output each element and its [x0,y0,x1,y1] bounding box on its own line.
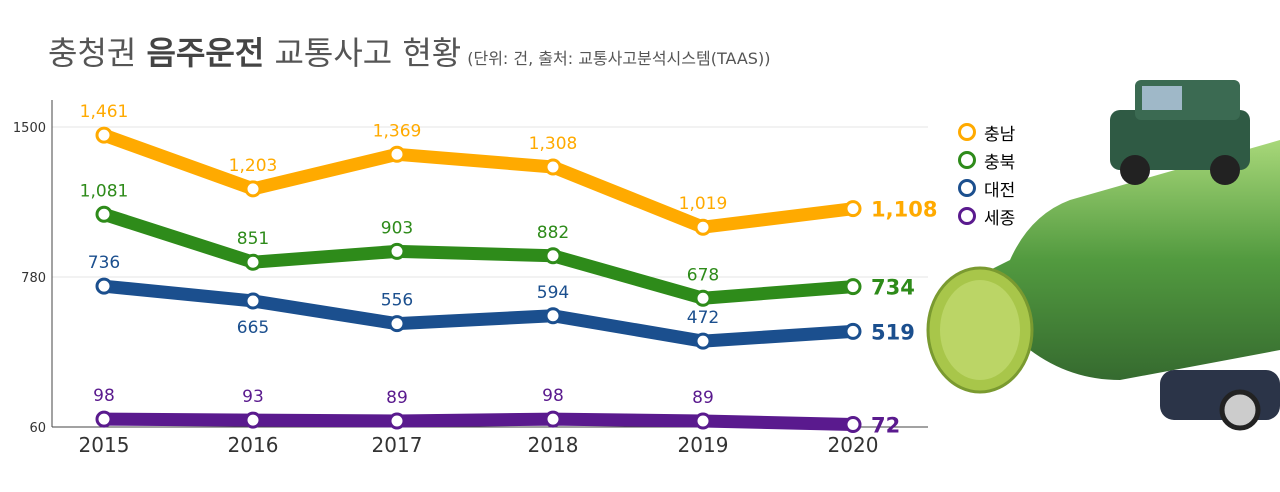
title-suffix: 교통사고 현황 [264,34,462,72]
y-tick-label: 60 [29,421,46,436]
data-point [244,292,262,310]
data-label: 594 [537,283,569,303]
y-tick-label: 780 [21,271,46,286]
data-point [694,412,712,430]
legend-item: 대전 [958,174,1015,202]
data-point [388,315,406,333]
data-point [544,410,562,428]
data-point [844,200,862,218]
data-point [694,289,712,307]
chart-title: 충청권 음주운전 교통사고 현황 (단위: 건, 출처: 교통사고분석시스템(TA… [48,28,770,74]
data-label: 89 [692,388,714,408]
title-bold: 음주운전 [146,34,265,72]
data-label: 472 [687,308,719,328]
data-label-last: 72 [871,414,900,438]
data-point [388,145,406,163]
x-tick-label: 2019 [678,433,729,457]
series-line-대전 [103,279,854,348]
data-label: 851 [237,229,269,249]
data-label: 903 [381,218,413,238]
data-label: 89 [386,388,408,408]
data-point [844,416,862,433]
data-point [388,412,406,430]
data-point [544,247,562,265]
data-label: 1,203 [229,156,278,176]
data-label-last: 519 [871,320,915,344]
data-label: 1,461 [80,102,129,122]
data-label: 736 [88,253,120,273]
data-label: 678 [687,265,719,285]
data-point [694,332,712,350]
legend-marker-icon [958,207,976,225]
y-tick-label: 1500 [13,121,46,136]
data-label: 98 [542,386,564,406]
x-tick-label: 2016 [228,433,279,457]
data-label: 882 [537,223,569,243]
data-point [95,277,113,295]
legend-label: 대전 [984,180,1016,201]
legend-label: 충남 [984,124,1016,145]
data-point [95,205,113,223]
series-line-세종 [103,412,854,431]
data-label: 1,081 [80,181,129,201]
data-label-last: 1,108 [871,198,937,222]
data-label: 93 [242,387,264,407]
data-point [244,411,262,429]
data-label: 1,369 [373,121,422,141]
legend-item: 충남 [958,118,1015,146]
legend-label: 세종 [984,208,1016,229]
data-label-last: 734 [871,276,915,300]
x-tick-label: 2018 [528,433,579,457]
series-line-충북 [102,208,854,305]
data-point [544,307,562,325]
title-prefix: 충청권 [48,34,147,72]
series-line-충남 [101,129,854,234]
soju-bottle-and-car-illustration [926,80,1280,431]
x-tick-label: 2017 [372,433,423,457]
data-point [95,126,113,144]
data-label: 1,019 [679,194,728,214]
legend-marker-icon [958,151,976,169]
x-tick-label: 2015 [79,433,130,457]
legend-marker-icon [958,179,976,197]
legend: 충남 충북 대전 세종 [958,118,1015,230]
data-point [244,180,262,198]
legend-item: 세종 [958,202,1015,230]
data-label: 665 [237,318,269,338]
data-label: 98 [93,386,115,406]
data-point [844,278,862,296]
data-point [844,322,862,340]
legend-label: 충북 [984,152,1016,173]
data-label: 556 [381,291,413,311]
data-point [544,158,562,176]
line-chart: 1500 780 60 2015 2016 2017 2018 2019 2020 1,461 1,… [13,100,937,457]
x-tick-label: 2020 [828,433,879,457]
data-point [95,410,113,428]
data-label: 1,308 [529,134,578,154]
legend-marker-icon [958,123,976,141]
data-point [694,218,712,236]
chart-subtitle: (단위: 건, 출처: 교통사고분석시스템(TAAS)) [467,49,771,68]
legend-item: 충북 [958,146,1015,174]
data-point [388,242,406,260]
data-point [244,253,262,271]
